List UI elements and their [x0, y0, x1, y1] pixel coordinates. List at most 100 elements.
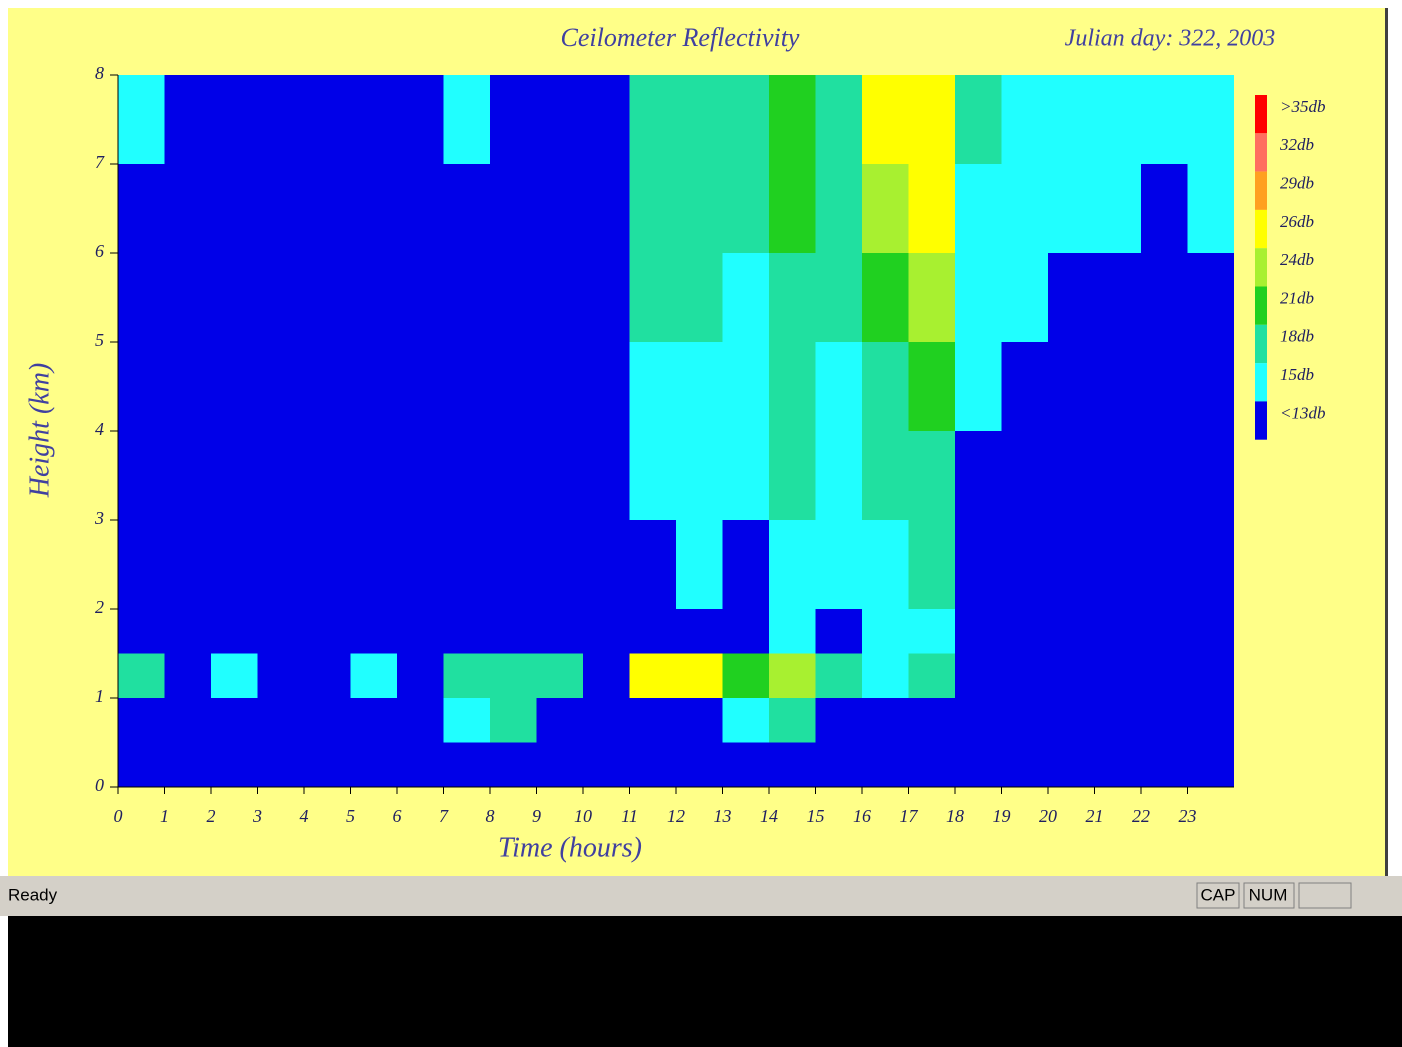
heat-cell	[257, 164, 304, 253]
indicator-box	[1298, 882, 1352, 909]
legend-swatch	[1255, 324, 1267, 364]
heat-cell	[676, 164, 723, 253]
heat-cell	[490, 520, 537, 609]
heat-cell	[955, 342, 1002, 431]
legend-swatch	[1255, 286, 1267, 325]
heat-cell	[536, 520, 583, 609]
heat-cell	[350, 742, 397, 787]
x-tick-label: 4	[300, 806, 309, 826]
heat-cell	[304, 698, 351, 743]
heat-cell	[722, 742, 769, 787]
legend-label: 32db	[1279, 135, 1314, 154]
heat-cell	[1001, 164, 1048, 253]
heat-cell	[490, 164, 537, 253]
heat-cell	[815, 520, 862, 609]
x-tick-label: 8	[486, 806, 495, 826]
heat-cell	[304, 609, 351, 654]
heat-cell	[583, 698, 630, 743]
heat-cell	[304, 520, 351, 609]
heat-cell	[164, 253, 211, 342]
heat-cell	[1187, 653, 1234, 698]
heat-cell	[815, 609, 862, 654]
y-tick-label: 4	[95, 419, 104, 439]
heat-cell	[536, 698, 583, 743]
heat-cell	[583, 742, 630, 787]
heat-cell	[676, 609, 723, 654]
heat-cell	[1187, 75, 1234, 164]
heat-cell	[583, 653, 630, 698]
heat-cell	[1048, 609, 1095, 654]
heat-cell	[397, 164, 444, 253]
heat-cell	[536, 742, 583, 787]
heat-cell	[955, 75, 1002, 164]
heat-cell	[397, 253, 444, 342]
heat-cell	[397, 742, 444, 787]
heat-cell	[1141, 520, 1188, 609]
heat-cell	[908, 164, 955, 253]
y-axis-label: Height (km)	[24, 363, 55, 499]
heat-cell	[583, 342, 630, 431]
heat-cell	[443, 75, 490, 164]
heat-cell	[1187, 431, 1234, 520]
heat-cell	[490, 653, 537, 698]
heat-cell	[1048, 698, 1095, 743]
heat-cell	[722, 653, 769, 698]
heat-cell	[164, 742, 211, 787]
indicator-box	[1196, 882, 1240, 909]
plot: 0 1 2 3 4 5 6 7 8 9 10 11 12 13 14 15 16 17 18 19 20 21 22 2301…	[94, 63, 1325, 826]
legend-label: 18db	[1280, 327, 1314, 346]
heat-cell	[211, 253, 258, 342]
heat-cell	[769, 253, 816, 342]
heat-cell	[722, 609, 769, 654]
heat-cell	[350, 253, 397, 342]
heat-cell	[490, 609, 537, 654]
heat-cell	[955, 253, 1002, 342]
heat-cell	[118, 342, 165, 431]
heat-cell	[443, 342, 490, 431]
heat-cell	[304, 342, 351, 431]
heat-cell	[443, 520, 490, 609]
heat-cell	[1001, 520, 1048, 609]
heat-cell	[815, 75, 862, 164]
heat-cell	[118, 253, 165, 342]
heat-cell	[350, 342, 397, 431]
heat-cell	[769, 520, 816, 609]
heat-cell	[1141, 342, 1188, 431]
heat-cell	[1048, 164, 1095, 253]
heat-cell	[862, 164, 909, 253]
heat-cell	[676, 253, 723, 342]
heat-cell	[304, 75, 351, 164]
heat-cell	[676, 520, 723, 609]
x-tick-label: 1	[160, 806, 169, 826]
heat-cell	[955, 742, 1002, 787]
heat-cell	[908, 698, 955, 743]
x-tick-label: 11	[621, 806, 638, 826]
heat-cell	[118, 609, 165, 654]
heat-cell	[629, 520, 676, 609]
x-tick-label: 3	[252, 806, 262, 826]
heat-cell	[583, 253, 630, 342]
heat-cell	[815, 742, 862, 787]
heat-cell	[118, 520, 165, 609]
legend-label: 21db	[1280, 288, 1314, 307]
heat-cell	[815, 431, 862, 520]
x-tick-label: 20	[1039, 806, 1057, 826]
heat-cell	[350, 75, 397, 164]
x-tick-label: 14	[760, 806, 778, 826]
heat-cell	[1001, 342, 1048, 431]
window-edge	[1385, 8, 1388, 876]
heat-cell	[397, 698, 444, 743]
heat-cell	[862, 698, 909, 743]
heat-cell	[1187, 520, 1234, 609]
heat-cell	[164, 698, 211, 743]
heat-cell	[257, 742, 304, 787]
heat-cell	[1141, 742, 1188, 787]
heat-cell	[536, 431, 583, 520]
heat-cell	[257, 75, 304, 164]
heat-cell	[722, 342, 769, 431]
heat-cell	[1094, 342, 1141, 431]
heat-cell	[1141, 164, 1188, 253]
heat-cell	[350, 609, 397, 654]
heat-cell	[955, 698, 1002, 743]
heat-cell	[350, 431, 397, 520]
